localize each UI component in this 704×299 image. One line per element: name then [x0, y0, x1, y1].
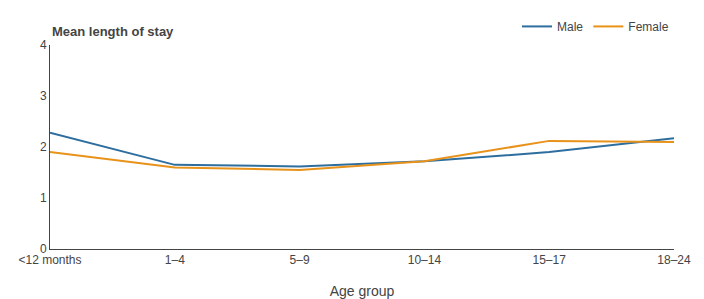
svg-text:Mean length of stay: Mean length of stay: [52, 24, 174, 39]
svg-text:5–9: 5–9: [290, 253, 310, 267]
svg-text:2: 2: [40, 140, 47, 154]
svg-text:1: 1: [40, 191, 47, 205]
svg-text:1–4: 1–4: [165, 253, 185, 267]
svg-text:18–24: 18–24: [657, 253, 691, 267]
svg-text:<12 months: <12 months: [18, 253, 81, 267]
svg-text:3: 3: [40, 89, 47, 103]
svg-text:0: 0: [40, 242, 47, 256]
svg-text:Age group: Age group: [330, 283, 395, 299]
svg-text:Female: Female: [628, 20, 668, 34]
svg-text:4: 4: [40, 38, 47, 52]
svg-text:10–14: 10–14: [408, 253, 442, 267]
svg-text:Male: Male: [557, 20, 583, 34]
svg-text:15–17: 15–17: [533, 253, 567, 267]
